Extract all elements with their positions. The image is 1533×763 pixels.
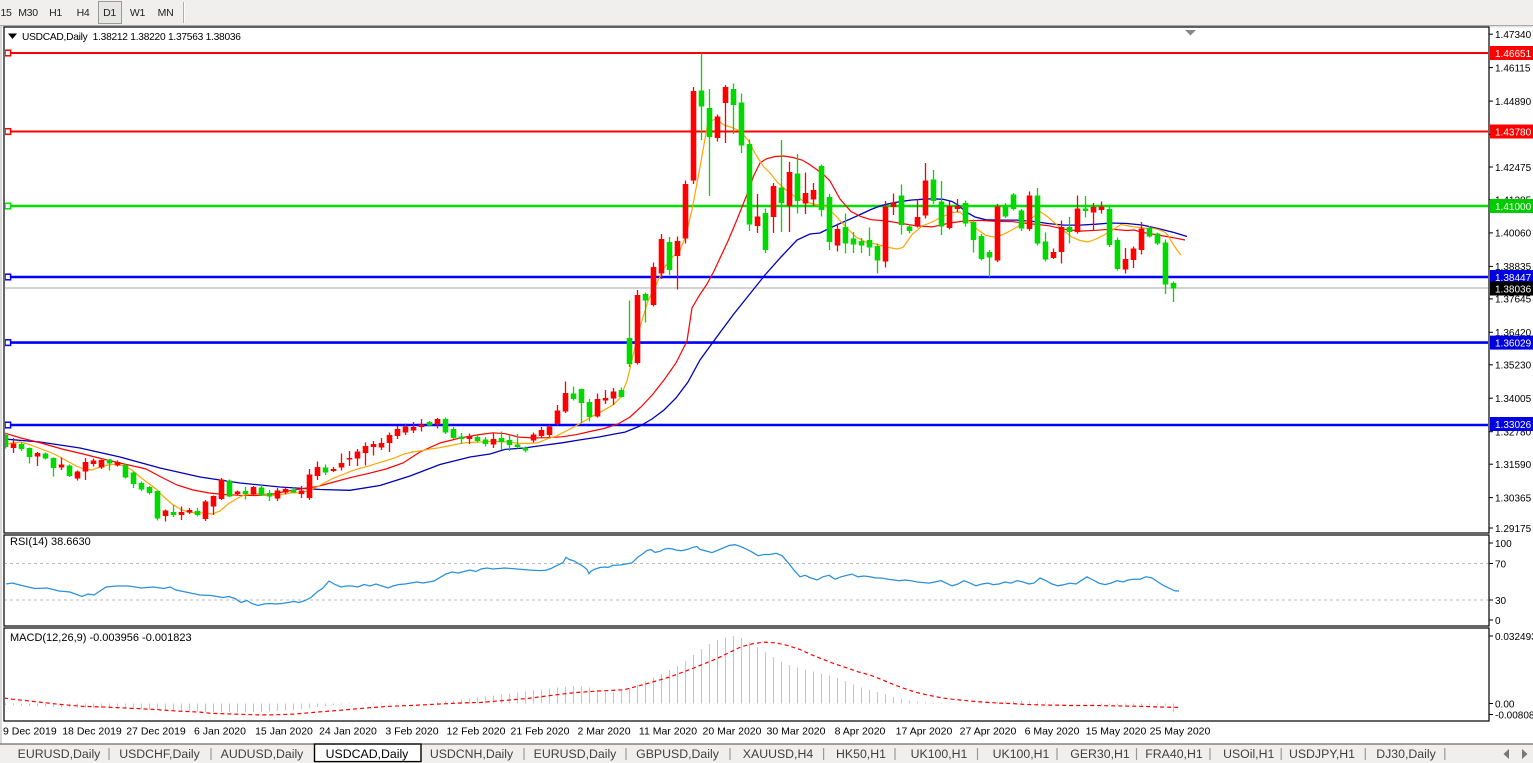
svg-text:1.36420: 1.36420 <box>1495 328 1532 339</box>
svg-text:D1: D1 <box>103 7 116 19</box>
svg-text:70: 70 <box>1495 559 1507 570</box>
svg-text:UK100,H1: UK100,H1 <box>911 747 968 761</box>
svg-text:24 Jan 2020: 24 Jan 2020 <box>319 726 377 738</box>
svg-text:15: 15 <box>0 7 12 19</box>
svg-text:1.31590: 1.31590 <box>1495 460 1532 471</box>
svg-text:1.38835: 1.38835 <box>1495 262 1532 273</box>
svg-text:DJ30,Daily: DJ30,Daily <box>1376 747 1436 761</box>
svg-text:0: 0 <box>1495 616 1501 627</box>
svg-text:H1: H1 <box>49 7 62 19</box>
svg-text:25 May 2020: 25 May 2020 <box>1150 726 1211 738</box>
svg-text:1.47340: 1.47340 <box>1495 30 1532 41</box>
svg-text:21 Feb 2020: 21 Feb 2020 <box>511 726 570 738</box>
svg-text:MACD(12,26,9) -0.003956 -0.001: MACD(12,26,9) -0.003956 -0.001823 <box>10 632 192 644</box>
svg-text:USDCHF,Daily: USDCHF,Daily <box>119 747 200 761</box>
svg-text:0.032493: 0.032493 <box>1495 632 1533 643</box>
svg-text:XAUUSD,H4: XAUUSD,H4 <box>743 747 814 761</box>
svg-text:20 Mar 2020: 20 Mar 2020 <box>703 726 762 738</box>
svg-text:1.36029: 1.36029 <box>1495 338 1532 349</box>
svg-text:1.43780: 1.43780 <box>1495 127 1532 138</box>
svg-text:USOil,H1: USOil,H1 <box>1223 747 1274 761</box>
svg-text:27 Apr 2020: 27 Apr 2020 <box>960 726 1017 738</box>
svg-text:USDJPY,H1: USDJPY,H1 <box>1289 747 1355 761</box>
svg-text:1.33026: 1.33026 <box>1495 420 1532 431</box>
svg-text:1.37645: 1.37645 <box>1495 295 1532 306</box>
svg-text:1.46651: 1.46651 <box>1495 49 1532 60</box>
svg-text:15 May 2020: 15 May 2020 <box>1086 726 1147 738</box>
svg-text:100: 100 <box>1495 539 1512 550</box>
svg-text:1.44890: 1.44890 <box>1495 97 1532 108</box>
svg-text:1.29175: 1.29175 <box>1495 524 1532 535</box>
svg-text:H4: H4 <box>77 7 90 19</box>
svg-text:18 Dec 2019: 18 Dec 2019 <box>62 726 122 738</box>
svg-text:M30: M30 <box>18 7 38 19</box>
svg-text:6 May 2020: 6 May 2020 <box>1025 726 1080 738</box>
svg-text:1.41000: 1.41000 <box>1495 202 1532 213</box>
svg-text:1.46115: 1.46115 <box>1495 63 1531 74</box>
svg-text:USDCAD,Daily 1.38212 1.38220: USDCAD,Daily 1.38212 1.38220 1.37563 1.3… <box>22 32 241 43</box>
svg-text:1.40060: 1.40060 <box>1495 229 1532 240</box>
svg-text:1.32780: 1.32780 <box>1495 428 1532 439</box>
svg-text:11 Mar 2020: 11 Mar 2020 <box>639 726 697 738</box>
svg-text:AUDUSD,Daily: AUDUSD,Daily <box>221 747 305 761</box>
svg-text:1.42475: 1.42475 <box>1495 163 1532 174</box>
svg-text:USDCNH,Daily: USDCNH,Daily <box>430 747 514 761</box>
svg-text:12 Feb 2020: 12 Feb 2020 <box>447 726 506 738</box>
svg-text:RSI(14) 38.6630: RSI(14) 38.6630 <box>10 536 91 548</box>
svg-text:GBPUSD,Daily: GBPUSD,Daily <box>636 747 720 761</box>
svg-text:-0.008086: -0.008086 <box>1495 710 1533 721</box>
svg-text:2 Mar 2020: 2 Mar 2020 <box>577 726 630 738</box>
svg-text:3 Feb 2020: 3 Feb 2020 <box>385 726 438 738</box>
svg-text:8 Apr 2020: 8 Apr 2020 <box>835 726 886 738</box>
svg-text:17 Apr 2020: 17 Apr 2020 <box>896 726 953 738</box>
svg-text:USDCAD,Daily: USDCAD,Daily <box>326 747 410 761</box>
svg-text:EURUSD,Daily: EURUSD,Daily <box>534 747 618 761</box>
svg-text:27 Dec 2019: 27 Dec 2019 <box>126 726 186 738</box>
svg-text:6 Jan 2020: 6 Jan 2020 <box>194 726 246 738</box>
svg-text:1.34005: 1.34005 <box>1495 394 1532 405</box>
svg-text:1.38447: 1.38447 <box>1495 273 1532 284</box>
svg-text:1.38036: 1.38036 <box>1495 284 1532 295</box>
svg-text:30 Mar 2020: 30 Mar 2020 <box>767 726 826 738</box>
svg-text:0.00: 0.00 <box>1495 699 1515 710</box>
svg-text:GER30,H1: GER30,H1 <box>1070 747 1130 761</box>
svg-text:30: 30 <box>1495 596 1507 607</box>
svg-text:9 Dec 2019: 9 Dec 2019 <box>3 726 57 738</box>
svg-text:UK100,H1: UK100,H1 <box>993 747 1050 761</box>
svg-text:1.35230: 1.35230 <box>1495 361 1532 372</box>
svg-text:W1: W1 <box>130 7 146 19</box>
svg-text:1.30365: 1.30365 <box>1495 493 1532 504</box>
svg-text:FRA40,H1: FRA40,H1 <box>1145 747 1203 761</box>
svg-text:HK50,H1: HK50,H1 <box>836 747 886 761</box>
svg-text:15 Jan 2020: 15 Jan 2020 <box>255 726 313 738</box>
svg-text:MN: MN <box>158 7 174 19</box>
svg-text:EURUSD,Daily: EURUSD,Daily <box>18 747 102 761</box>
